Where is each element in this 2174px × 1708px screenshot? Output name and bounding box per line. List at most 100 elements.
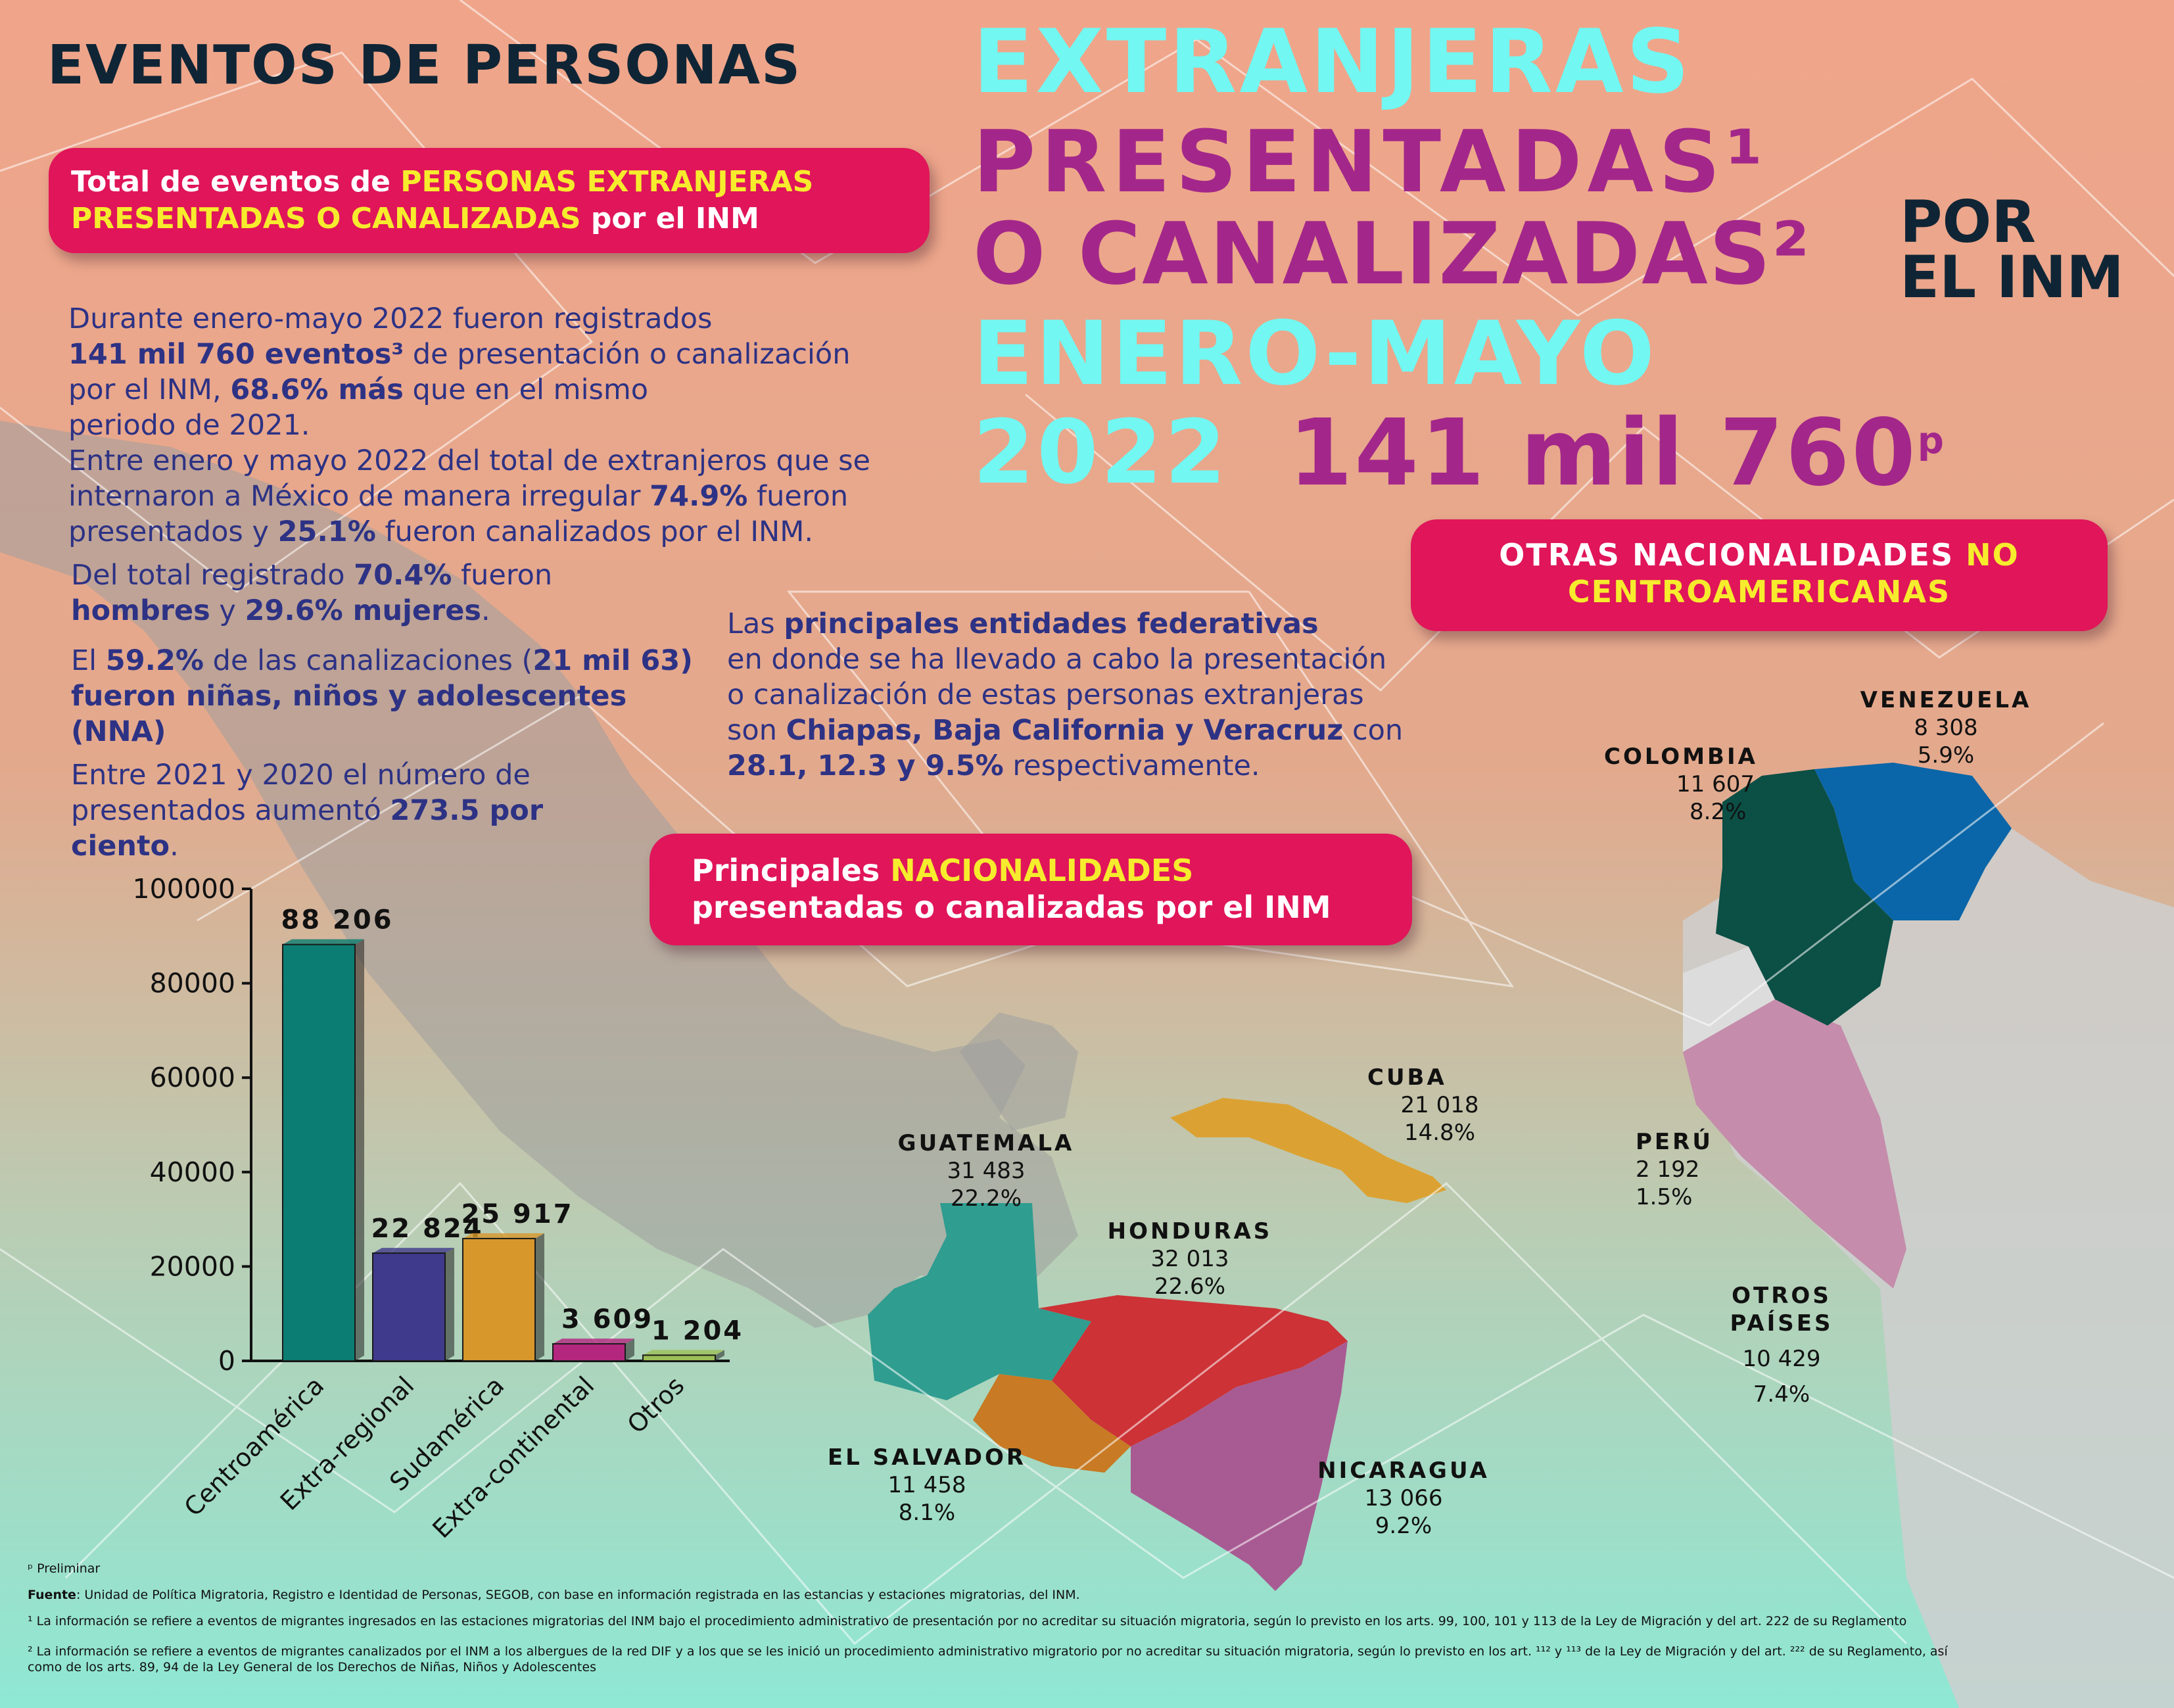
title-line1: EVENTOS DE PERSONAS [47,34,802,97]
cuba-pct: 14.8% [1404,1120,1475,1146]
nicaragua-value: 13 066 [1364,1485,1443,1511]
pill-principales-nacionalidades: Principales NACIONALIDADES presentadas o… [650,834,1412,945]
footnote-preliminar: ᵖ Preliminar [28,1561,101,1576]
paragraph-sexo: Del total registrado 70.4% fueron hombre… [71,557,663,629]
paragraph-nna: El 59.2% de las canalizaciones (21 mil 6… [71,643,728,749]
label-colombia: COLOMBIA 11 607 8.2% [1604,743,1801,826]
map-el-salvador [973,1374,1131,1473]
p3-text-g: . [481,594,490,627]
peru-value: 2 192 [1636,1156,1700,1183]
pill-total-text2: PERSONAS EXTRANJERAS [400,165,814,199]
p3-text-e: y [210,594,245,627]
paragraph-resumen: Durante enero-mayo 2022 fueron registrad… [68,301,936,550]
pill-total-text4: por el INM [580,202,759,235]
p6-text-h: 28.1, 12.3 y 9.5% [727,749,1004,782]
guatemala-name: GUATEMALA [897,1130,1075,1156]
venezuela-pct: 5.9% [1917,742,1975,769]
footnote-2-text-b: como de los arts. 89, 94 de la Ley Gener… [28,1660,596,1674]
p4-text-e: fueron niñas, niños y adolescentes [71,680,627,713]
total-value-text: 141 mil 760 [1288,400,1918,507]
cuba-name: CUBA [1367,1064,1447,1091]
map-colombia [1716,769,1893,1026]
guatemala-pct: 22.2% [950,1185,1022,1212]
p5-text-b: presentados aumentó [71,794,390,827]
p2-text-c: 74.9% [650,480,748,513]
honduras-value: 32 013 [1150,1246,1229,1272]
p6-text-i: respectivamente. [1003,749,1260,782]
el-salvador-pct: 8.1% [898,1500,956,1526]
el-salvador-name: EL SALVADOR [827,1444,1027,1471]
honduras-pct: 22.6% [1154,1273,1225,1300]
p3-text-a: Del total registrado [71,559,354,592]
label-el-salvador: EL SALVADOR 11 458 8.1% [815,1444,1039,1527]
label-honduras: HONDURAS 32 013 22.6% [1085,1218,1295,1300]
p6-text-g: con [1343,714,1404,747]
p2-text-b: internaron a México de manera irregular [68,480,650,513]
p6-text-c: en donde se ha llevado a cabo la present… [727,643,1387,676]
title-line2: EXTRANJERAS [973,11,1693,113]
total-value-sup: p [1917,419,1946,463]
footnote-1: ¹ La información se refiere a eventos de… [28,1614,1907,1628]
pill-otras-text3: CENTROAMERICANAS [1567,574,1951,609]
colombia-name: COLOMBIA [1604,744,1758,770]
footnote-fuente: Fuente: Unidad de Política Migratoria, R… [28,1587,1080,1603]
venezuela-value: 8 308 [1914,715,1978,741]
p4-text-b: 59.2% [105,644,204,677]
otros-paises-pct: 7.4% [1753,1381,1810,1408]
guatemala-value: 31 483 [947,1158,1026,1184]
paragraph-aumento: Entre 2021 y 2020 el número de presentad… [71,757,663,864]
p3-text-b: 70.4% [354,559,452,592]
title-line6: 2022 [973,401,1229,504]
p1-text-a: Durante enero-mayo 2022 fueron registrad… [68,302,713,335]
honduras-name: HONDURAS [1107,1218,1273,1245]
p1-text-f: que en el mismo [403,373,649,406]
map-guatemala [868,1203,1091,1400]
pill-otras-nacionalidades: OTRAS NACIONALIDADES NO CENTROAMERICANAS [1411,519,2108,631]
map-peru [1683,999,1906,1289]
peru-name: PERÚ [1636,1129,1713,1155]
pill-total-text3: PRESENTADAS O CANALIZADAS [71,202,581,235]
p6-text-d: o canalización de estas personas extranj… [727,678,1364,711]
cuba-value: 21 018 [1400,1092,1479,1118]
label-guatemala: GUATEMALA 31 483 22.2% [881,1129,1091,1212]
label-nicaragua: NICARAGUA 13 066 9.2% [1315,1457,1492,1540]
title-por: POR [1900,188,2037,256]
p4-text-a: El [71,644,106,677]
colombia-value: 11 607 [1676,771,1755,797]
title-line4: O CANALIZADAS² [973,204,1811,304]
otros-paises-name: OTROS PAÍSES [1730,1283,1833,1337]
map-honduras [1039,1295,1348,1446]
p5-text-d: ciento [71,830,170,863]
map-venezuela [1814,763,2012,920]
total-value: 141 mil 760p [1288,400,1946,507]
footnote-fuente-label: Fuente [28,1588,76,1602]
pill-otras-text2: NO [1966,537,2020,573]
pill-total-text1: Total de eventos de [71,165,401,199]
p1-text-b: 141 mil 760 eventos³ [68,338,404,371]
map-nicaragua [1131,1341,1348,1591]
colombia-pct: 8.2% [1690,799,1747,825]
p6-text-b: principales entidades federativas [784,607,1319,640]
p2-text-a: Entre enero y mayo 2022 del total de ext… [68,444,870,477]
title-line5: ENERO-MAYO [973,302,1657,405]
p3-text-c: fueron [452,559,553,592]
title-el-inm: EL INM [1900,243,2124,311]
map-mexico [0,421,1078,1328]
p2-text-d: fueron [747,480,849,513]
label-peru: PERÚ 2 192 1.5% [1636,1128,1741,1211]
p4-text-d: 21 mil 63) [532,644,693,677]
p1-text-d: por el INM, [68,373,231,406]
p3-text-d: hombres [71,594,210,627]
label-otros-paises: OTROS PAÍSES 10 429 7.4% [1676,1282,1887,1408]
p4-text-f: (NNA) [71,715,166,748]
p6-text-a: Las [727,607,784,640]
pill-principales-text1: Principales [692,853,891,888]
nicaragua-name: NICARAGUA [1317,1458,1490,1484]
footnote-fuente-text: : Unidad de Política Migratoria, Registr… [76,1588,1080,1602]
label-venezuela: VENEZUELA 8 308 5.9% [1841,686,2051,769]
el-salvador-value: 11 458 [887,1472,966,1498]
pill-principales-text3: presentadas o canalizadas por el INM [692,890,1331,925]
p6-text-e: son [727,714,786,747]
paragraph-entidades: Las principales entidades federativas en… [727,606,1516,784]
